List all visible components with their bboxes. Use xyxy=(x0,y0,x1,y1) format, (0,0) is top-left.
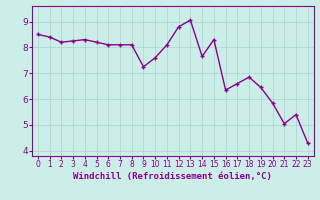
X-axis label: Windchill (Refroidissement éolien,°C): Windchill (Refroidissement éolien,°C) xyxy=(73,172,272,181)
